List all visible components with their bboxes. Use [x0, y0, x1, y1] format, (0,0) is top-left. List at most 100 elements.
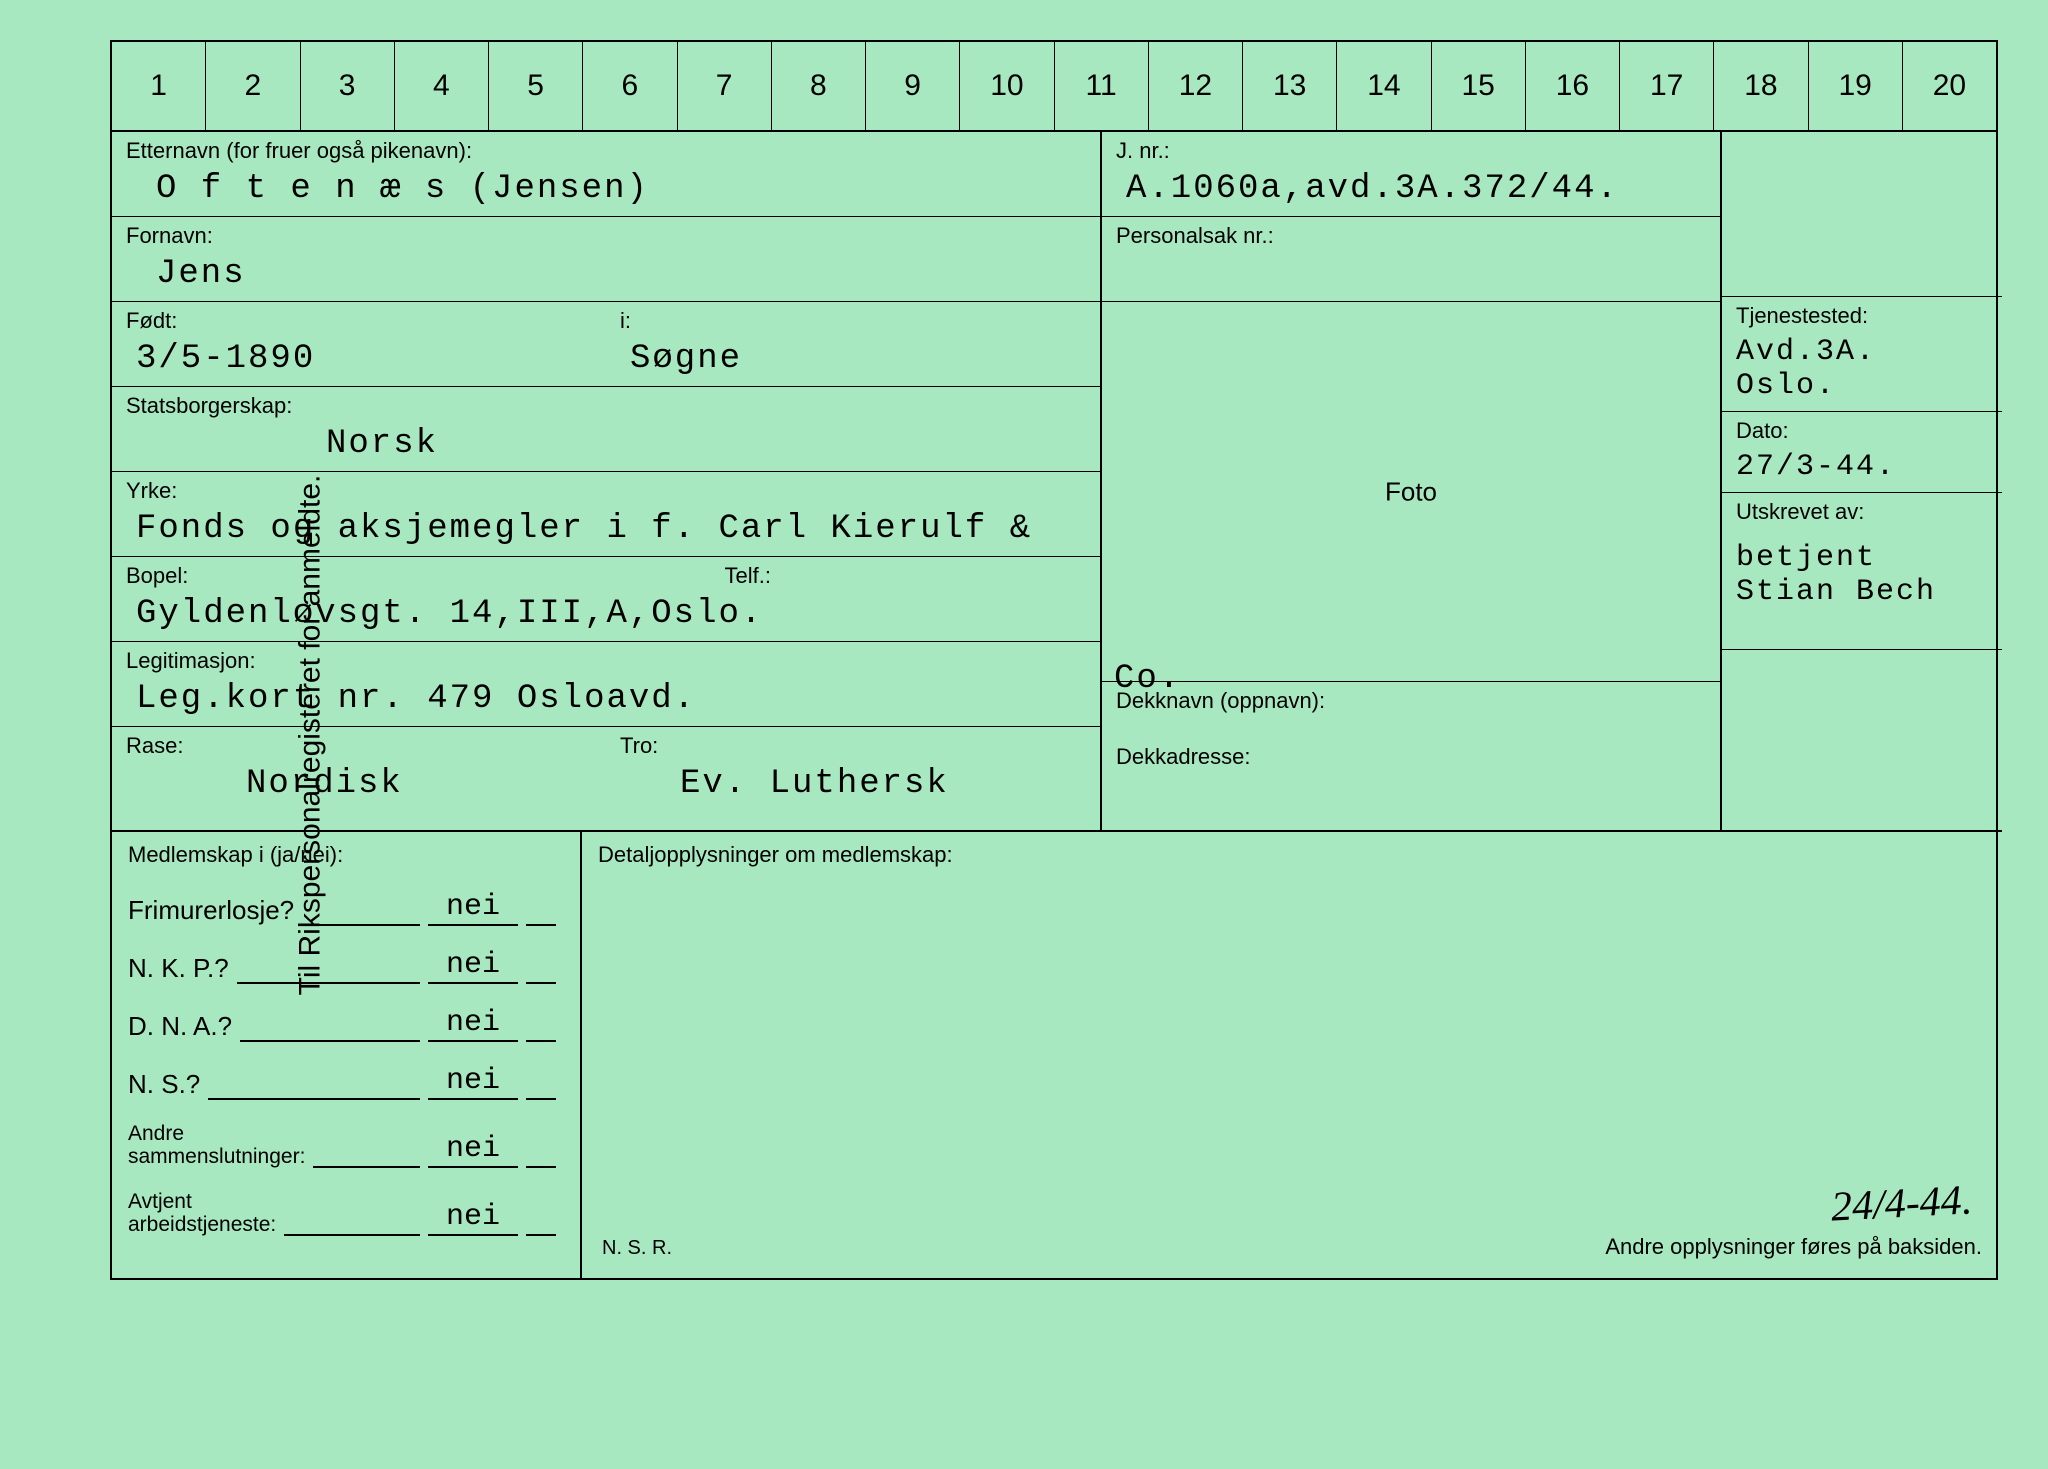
- avtjent-a: nei: [428, 1200, 518, 1236]
- medlemskap-label: Medlemskap i (ja/nei):: [128, 842, 564, 868]
- yrke-overflow: Co.: [1114, 660, 1181, 698]
- telf-label: Telf.:: [725, 563, 771, 589]
- statsborgerskap-value: Norsk: [126, 425, 438, 463]
- dna-a: nei: [428, 1006, 518, 1042]
- registration-card: Til Rikspersonalregisteret for anmeldte.…: [0, 0, 2048, 1469]
- ns-a: nei: [428, 1064, 518, 1100]
- col-num: 20: [1903, 42, 1996, 130]
- membership-right: Detaljopplysninger om medlemskap: N. S. …: [582, 832, 2002, 1278]
- underline: [526, 1098, 556, 1100]
- fodt-field: Født: 3/5-1890: [112, 302, 606, 386]
- dato-field: Dato: 27/3-44.: [1722, 412, 2002, 493]
- utskrevet-value2: Stian Bech: [1736, 575, 1988, 609]
- jnr-field: J. nr.: A.1060a,avd.3A.372/44.: [1102, 132, 1720, 217]
- etternavn-label: Etternavn (for fruer også pikenavn):: [126, 138, 1086, 164]
- dna-q: D. N. A.?: [128, 1011, 232, 1042]
- detalj-label: Detaljopplysninger om medlemskap:: [598, 842, 1986, 868]
- underline: [526, 1234, 556, 1236]
- right-spacer: [1722, 132, 2002, 296]
- fodt-value: 3/5-1890: [126, 340, 315, 378]
- col-num: 2: [206, 42, 300, 130]
- col-num: 3: [301, 42, 395, 130]
- col-num: 15: [1432, 42, 1526, 130]
- bopel-field: Bopel: Telf.: Gyldenløvsgt. 14,III,A,Osl…: [112, 557, 1100, 642]
- personalsak-value: [1116, 255, 1168, 293]
- jnr-label: J. nr.:: [1116, 138, 1706, 164]
- dna-row: D. N. A.? nei: [128, 1006, 564, 1042]
- col-num: 7: [678, 42, 772, 130]
- col-num: 4: [395, 42, 489, 130]
- col-num: 19: [1809, 42, 1903, 130]
- frimurer-q: Frimurerlosje?: [128, 895, 294, 926]
- col-num: 18: [1714, 42, 1808, 130]
- ns-q: N. S.?: [128, 1069, 200, 1100]
- underline: [526, 1166, 556, 1168]
- fodt-row: Født: 3/5-1890 i: Søgne: [112, 302, 1100, 387]
- col-num: 16: [1526, 42, 1620, 130]
- foto-label: Foto: [1385, 476, 1437, 507]
- nkp-row: N. K. P.? nei: [128, 948, 564, 984]
- yrke-value: Fonds og aksjemegler i f. Carl Kierulf &: [126, 510, 1032, 548]
- underline: [526, 924, 556, 926]
- etternavn-value: O f t e n æ s (Jensen): [126, 170, 649, 208]
- tjenestested-value2: Oslo.: [1736, 369, 1988, 403]
- col-num: 11: [1055, 42, 1149, 130]
- personalsak-label: Personalsak nr.:: [1116, 223, 1706, 249]
- yrke-field: Yrke: Fonds og aksjemegler i f. Carl Kie…: [112, 472, 1100, 557]
- frimurer-row: Frimurerlosje? nei: [128, 890, 564, 926]
- tro-label: Tro:: [620, 733, 1086, 759]
- dato-label: Dato:: [1736, 418, 1988, 444]
- utskrevet-field: Utskrevet av: betjent Stian Bech: [1722, 493, 2002, 650]
- utskrevet-label: Utskrevet av:: [1736, 499, 1988, 525]
- nsr-note: N. S. R.: [602, 1237, 672, 1260]
- col-num: 9: [866, 42, 960, 130]
- col-num: 12: [1149, 42, 1243, 130]
- underline: [526, 1040, 556, 1042]
- jnr-value: A.1060a,avd.3A.372/44.: [1116, 170, 1619, 208]
- fodt-i-value: Søgne: [620, 340, 742, 378]
- legitimasjon-field: Legitimasjon: Leg.kort nr. 479 Osloavd.: [112, 642, 1100, 727]
- statsborgerskap-field: Statsborgerskap: Norsk: [112, 387, 1100, 472]
- avtjent-q: Avtjent arbeidstjeneste:: [128, 1190, 276, 1236]
- fornavn-value: Jens: [126, 255, 246, 293]
- membership-section: Medlemskap i (ja/nei): Frimurerlosje? ne…: [112, 830, 2002, 1278]
- fodt-label: Født:: [126, 308, 592, 334]
- rase-value: Nordisk: [126, 765, 403, 803]
- tro-value: Ev. Luthersk: [620, 765, 949, 803]
- etternavn-field: Etternavn (for fruer også pikenavn): O f…: [112, 132, 1100, 217]
- middle-column: J. nr.: A.1060a,avd.3A.372/44. Personals…: [1102, 132, 1722, 830]
- nkp-a: nei: [428, 948, 518, 984]
- col-num: 17: [1620, 42, 1714, 130]
- avtjent-row: Avtjent arbeidstjeneste: nei: [128, 1190, 564, 1236]
- legitimasjon-label: Legitimasjon:: [126, 648, 1086, 674]
- bopel-value: Gyldenløvsgt. 14,III,A,Oslo.: [126, 595, 763, 633]
- right-column: Tjenestested: Avd.3A. Oslo. Dato: 27/3-4…: [1722, 132, 2002, 830]
- foto-box: Foto Co.: [1102, 302, 1720, 682]
- legitimasjon-value: Leg.kort nr. 479 Osloavd.: [126, 680, 696, 718]
- tjenestested-label: Tjenestested:: [1736, 303, 1988, 329]
- col-num: 5: [489, 42, 583, 130]
- tro-field: Tro: Ev. Luthersk: [606, 727, 1100, 811]
- rase-label: Rase:: [126, 733, 592, 759]
- statsborgerskap-label: Statsborgerskap:: [126, 393, 1086, 419]
- main-form-grid: Etternavn (for fruer også pikenavn): O f…: [110, 130, 1998, 1280]
- frimurer-a: nei: [428, 890, 518, 926]
- tjenestested-value1: Avd.3A.: [1736, 335, 1988, 369]
- tjenestested-field: Tjenestested: Avd.3A. Oslo.: [1722, 296, 2002, 412]
- fodt-i-label: i:: [620, 308, 1086, 334]
- column-header-row: 1 2 3 4 5 6 7 8 9 10 11 12 13 14 15 16 1…: [110, 40, 1998, 130]
- col-num: 14: [1337, 42, 1431, 130]
- underline: [208, 1098, 420, 1100]
- fodt-i-field: i: Søgne: [606, 302, 1100, 386]
- nkp-q: N. K. P.?: [128, 953, 229, 984]
- left-column: Etternavn (for fruer også pikenavn): O f…: [112, 132, 1102, 830]
- dekkadresse-label: Dekkadresse:: [1116, 744, 1706, 770]
- handwritten-date: 24/4-44.: [1830, 1177, 1973, 1232]
- col-num: 10: [960, 42, 1054, 130]
- andre-row: Andre sammenslutninger: nei: [128, 1122, 564, 1168]
- col-num: 13: [1243, 42, 1337, 130]
- andre-q: Andre sammenslutninger:: [128, 1122, 305, 1168]
- ns-row: N. S.? nei: [128, 1064, 564, 1100]
- underline: [237, 982, 420, 984]
- rase-tro-row: Rase: Nordisk Tro: Ev. Luthersk: [112, 727, 1100, 811]
